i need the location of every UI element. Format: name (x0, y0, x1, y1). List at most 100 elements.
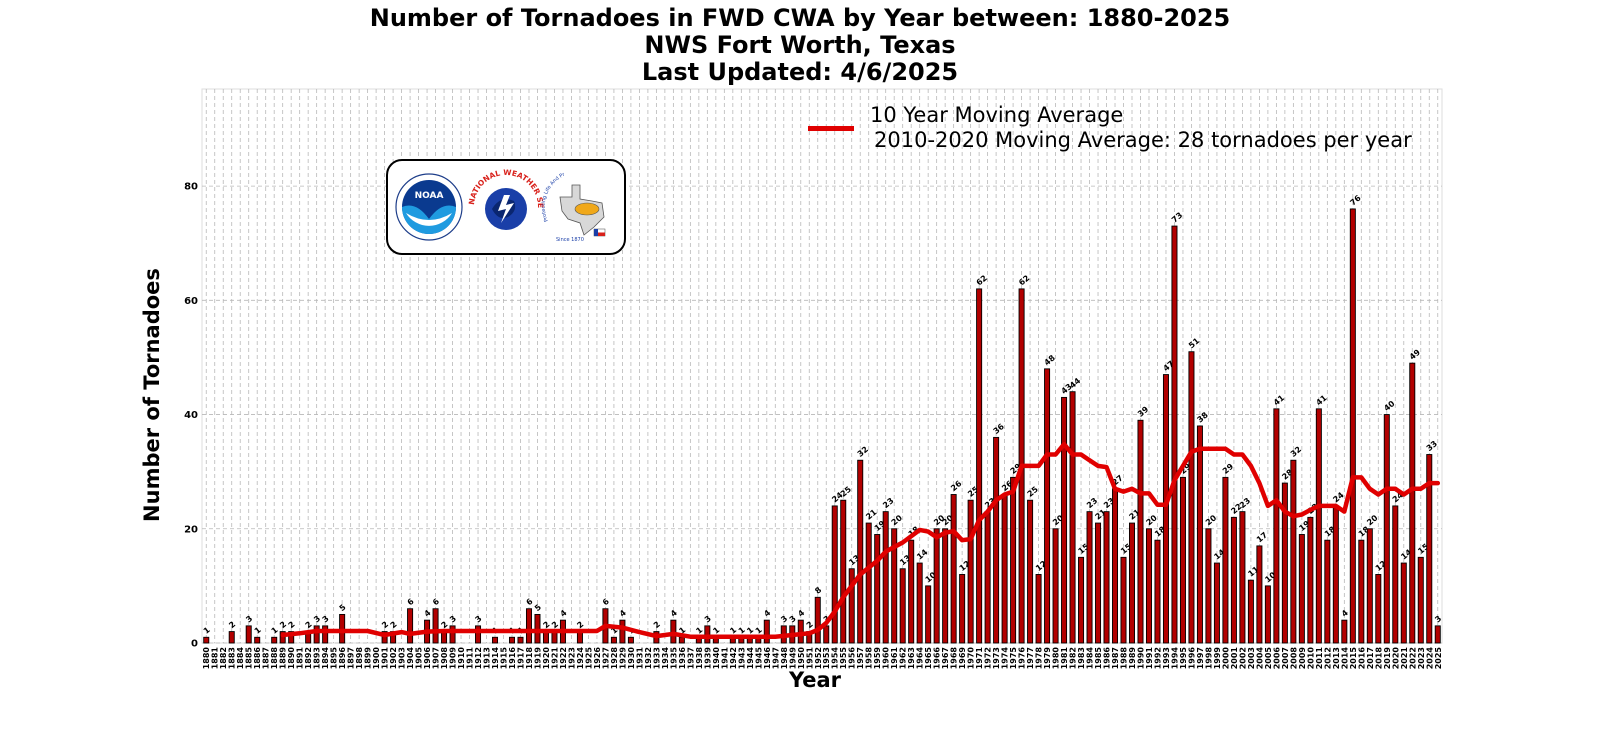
bar (899, 568, 906, 644)
x-tick-label: 2023 (1417, 647, 1426, 669)
bar-value-label: 2 (278, 620, 288, 630)
x-tick-label: 1980 (1052, 647, 1061, 670)
bar-value-label: 3 (312, 614, 322, 624)
bar-value-label: 41 (1314, 393, 1329, 407)
bar (1273, 408, 1280, 644)
bar-value-label: 39 (1136, 404, 1151, 418)
bar-value-label: 2 (380, 620, 390, 630)
bar (449, 625, 456, 644)
x-tick-label: 2013 (1332, 647, 1341, 669)
bar-value-label: 20 (1204, 513, 1219, 527)
x-tick-label: 1991 (1145, 647, 1154, 670)
x-tick-label: 1896 (338, 647, 347, 670)
bar (1434, 625, 1441, 644)
x-tick-label: 1883 (228, 647, 237, 669)
x-tick-label: 1940 (712, 647, 721, 670)
bar (1069, 391, 1076, 644)
bar-value-label: 1 (609, 625, 619, 636)
bar-value-label: 21 (864, 507, 879, 521)
x-tick-label: 1944 (746, 647, 755, 670)
bar (704, 625, 711, 644)
bar-value-label: 2 (575, 620, 585, 630)
bar (882, 511, 889, 644)
bar-value-label: 38 (1195, 410, 1210, 424)
x-tick-label: 1997 (1196, 647, 1205, 669)
bar-value-label: 20 (1144, 513, 1159, 527)
x-tick-label: 1905 (415, 647, 424, 670)
bar-value-label: 2 (541, 620, 551, 630)
bar-value-label: 1 (694, 625, 704, 636)
x-tick-label: 1916 (508, 647, 517, 670)
bar (1086, 511, 1093, 644)
bar (1120, 556, 1127, 644)
x-tick-label: 1892 (304, 647, 313, 669)
bar (279, 631, 286, 644)
bar (381, 631, 388, 644)
bar (865, 522, 872, 644)
bar (814, 596, 821, 644)
bar-value-label: 33 (1425, 439, 1439, 453)
bar-value-label: 1 (737, 625, 747, 636)
x-tick-label: 1919 (533, 647, 542, 670)
x-tick-label: 2019 (1383, 647, 1392, 670)
bar-value-label: 36 (992, 422, 1007, 436)
bar (848, 568, 855, 644)
bar-value-label: 51 (1187, 336, 1202, 350)
bar (976, 288, 983, 644)
bar-value-label: 24 (1331, 490, 1346, 504)
y-tick-label: 0 (191, 639, 198, 650)
bar-value-label: 6 (431, 597, 441, 608)
bar-value-label: 40 (1382, 399, 1397, 413)
bar (831, 505, 838, 644)
x-tick-label: 1933 (652, 647, 661, 669)
x-tick-label: 1924 (576, 647, 585, 670)
bar (1358, 539, 1365, 644)
x-tick-label: 1888 (270, 647, 279, 670)
x-tick-label: 1897 (347, 647, 356, 669)
x-tick-label: 2024 (1425, 647, 1434, 670)
bar (610, 636, 617, 644)
bar (1281, 482, 1288, 644)
x-tick-label: 1904 (406, 647, 415, 670)
bar-value-label: 2 (304, 620, 314, 630)
bar (984, 511, 991, 644)
x-tick-label: 2010 (1306, 647, 1315, 670)
bar (1171, 225, 1178, 644)
bar (1137, 419, 1144, 644)
bar (517, 636, 524, 644)
bar (1230, 516, 1237, 644)
bar (925, 585, 932, 644)
x-tick-label: 1962 (899, 647, 908, 669)
agency-logos: NOAA NATIONAL WEATHER SERVICE Prote (385, 154, 618, 243)
x-tick-label: 2001 (1230, 647, 1239, 670)
bar (534, 613, 541, 644)
bar-value-label: 29 (1221, 462, 1236, 476)
bar (271, 636, 278, 644)
x-tick-label: 1918 (525, 647, 534, 670)
x-tick-label: 1955 (839, 647, 848, 670)
bar (432, 608, 439, 644)
x-tick-label: 1899 (364, 647, 373, 670)
bar (1162, 374, 1169, 644)
bar-value-label: 14 (915, 547, 930, 561)
bar (670, 619, 677, 644)
bar (1349, 208, 1356, 644)
bar (1307, 516, 1314, 644)
bar-value-label: 5 (338, 602, 348, 613)
x-tick-label: 1988 (1120, 647, 1129, 670)
x-tick-label: 1898 (355, 647, 364, 670)
bar (228, 631, 235, 644)
x-tick-label: 1902 (389, 647, 398, 669)
x-tick-label: 1886 (253, 647, 262, 670)
x-tick-label: 1973 (992, 647, 1001, 669)
x-tick-label: 1950 (797, 647, 806, 670)
x-tick-label: 2014 (1340, 647, 1349, 670)
x-tick-label: 2021 (1400, 647, 1409, 670)
x-tick-label: 1921 (550, 647, 559, 670)
x-tick-label: 1998 (1204, 647, 1213, 670)
x-tick-label: 2006 (1272, 647, 1281, 670)
bar-value-label: 62 (975, 273, 989, 287)
bar (993, 436, 1000, 644)
bar (1145, 528, 1152, 644)
x-tick-label: 1967 (941, 647, 950, 669)
